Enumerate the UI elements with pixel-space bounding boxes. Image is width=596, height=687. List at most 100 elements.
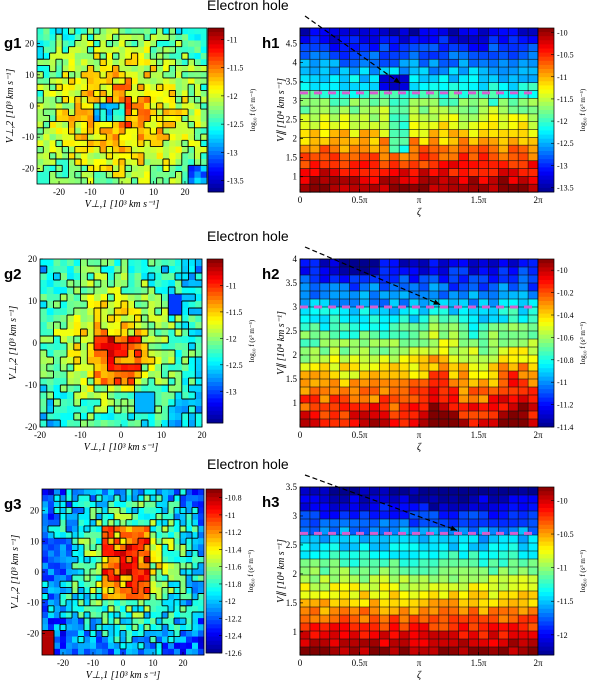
- colorbar-segment: [538, 73, 554, 78]
- heatmap-cell: [507, 410, 519, 420]
- heatmap-cell: [144, 77, 151, 85]
- colorbar-tick-label: -11.6: [225, 563, 241, 572]
- heatmap-cell: [156, 501, 163, 508]
- heatmap-cell: [80, 294, 88, 302]
- heatmap-cell: [408, 183, 420, 193]
- heatmap-cell: [43, 65, 50, 72]
- heatmap-cell: [408, 274, 420, 284]
- heatmap-cell: [96, 587, 103, 594]
- heatmap-cell: [359, 113, 371, 123]
- heatmap-cell: [144, 624, 151, 631]
- heatmap-cell: [349, 97, 361, 107]
- heatmap-cell: [96, 605, 103, 613]
- heatmap-cell: [329, 66, 341, 76]
- heatmap-cell: [81, 71, 88, 79]
- heatmap-cell: [458, 58, 470, 68]
- heatmap-cell: [180, 544, 187, 551]
- heatmap-cell: [339, 534, 351, 544]
- x-tick-label: 0: [298, 430, 303, 440]
- heatmap-cell: [339, 574, 351, 584]
- heatmap-cell: [150, 581, 157, 588]
- heatmap-cell: [175, 34, 183, 41]
- heatmap-cell: [168, 556, 175, 564]
- heatmap-cell: [132, 519, 139, 527]
- heatmap-cell: [126, 624, 133, 631]
- heatmap-cell: [299, 362, 311, 372]
- heatmap-cell: [127, 385, 135, 393]
- heatmap-cell: [369, 646, 380, 656]
- heatmap-cell: [349, 362, 361, 372]
- heatmap-cell: [299, 176, 311, 185]
- heatmap-cell: [181, 96, 189, 104]
- heatmap-cell: [96, 630, 103, 637]
- heatmap-cell: [100, 266, 108, 274]
- heatmap-cell: [40, 378, 48, 386]
- colorbar-segment: [206, 554, 222, 560]
- heatmap-cell: [359, 66, 371, 76]
- heatmap-cell: [42, 507, 49, 514]
- heatmap-cell: [309, 121, 321, 131]
- heatmap-cell: [87, 40, 94, 48]
- heatmap-cell: [498, 550, 509, 560]
- heatmap-cell: [186, 605, 193, 613]
- heatmap-cell: [48, 587, 55, 594]
- heatmap-cell: [141, 371, 149, 379]
- heatmap-cell: [186, 636, 193, 644]
- heatmap-cell: [329, 614, 341, 624]
- colorbar-segment: [207, 353, 223, 358]
- heatmap-cell: [126, 630, 133, 637]
- heatmap-cell: [87, 357, 95, 365]
- colorbar-segment: [538, 414, 554, 419]
- heatmap-cell: [73, 350, 81, 358]
- heatmap-cell: [408, 354, 420, 364]
- colorbar-segment: [208, 146, 224, 152]
- heatmap-cell: [114, 611, 121, 619]
- heatmap-cell: [359, 574, 371, 584]
- colorbar-segment: [207, 373, 223, 379]
- heatmap-cell: [478, 518, 490, 528]
- heatmap-cell: [507, 486, 519, 496]
- heatmap-cell: [428, 66, 440, 76]
- heatmap-cell: [40, 350, 48, 358]
- heatmap-cell: [309, 378, 321, 388]
- heatmap-cell: [186, 611, 193, 619]
- heatmap-cell: [162, 544, 169, 551]
- heatmap-cell: [349, 394, 361, 404]
- heatmap-cell: [428, 394, 440, 404]
- colorbar-tick-label: -13: [226, 387, 237, 396]
- heatmap-cell: [55, 165, 63, 172]
- heatmap-cell: [458, 518, 470, 528]
- heatmap-cell: [428, 582, 440, 592]
- heatmap-cell: [73, 329, 81, 337]
- heatmap-cell: [43, 84, 50, 91]
- y-axis-label: V∥ [10⁴ km s⁻¹]: [276, 311, 287, 375]
- heatmap-cell: [329, 410, 341, 420]
- heatmap-cell: [107, 378, 115, 386]
- heatmap-cell: [527, 346, 539, 356]
- heatmap-cell: [527, 354, 539, 364]
- heatmap-cell: [398, 43, 410, 53]
- heatmap-cell: [72, 550, 79, 557]
- heatmap-cell: [369, 370, 380, 380]
- heatmap-cell: [198, 575, 205, 582]
- heatmap-cell: [134, 378, 142, 386]
- heatmap-cell: [468, 410, 480, 420]
- heatmap-cell: [448, 550, 460, 560]
- heatmap-cell: [154, 385, 162, 393]
- colorbar-segment: [207, 263, 223, 268]
- heatmap-cell: [55, 127, 63, 135]
- heatmap-cell: [99, 52, 107, 60]
- heatmap-cell: [458, 494, 470, 504]
- heatmap-cell: [192, 624, 199, 631]
- colorbar-segment: [538, 77, 554, 82]
- heatmap-cell: [458, 137, 470, 146]
- heatmap-cell: [144, 507, 151, 514]
- heatmap-cell: [398, 314, 410, 324]
- heatmap-cell: [102, 630, 109, 637]
- heatmap-cell: [100, 364, 108, 372]
- heatmap-cell: [90, 593, 97, 600]
- heatmap-cell: [100, 308, 108, 316]
- colorbar-segment: [538, 512, 554, 517]
- heatmap-cell: [120, 581, 127, 588]
- heatmap-cell: [74, 171, 82, 179]
